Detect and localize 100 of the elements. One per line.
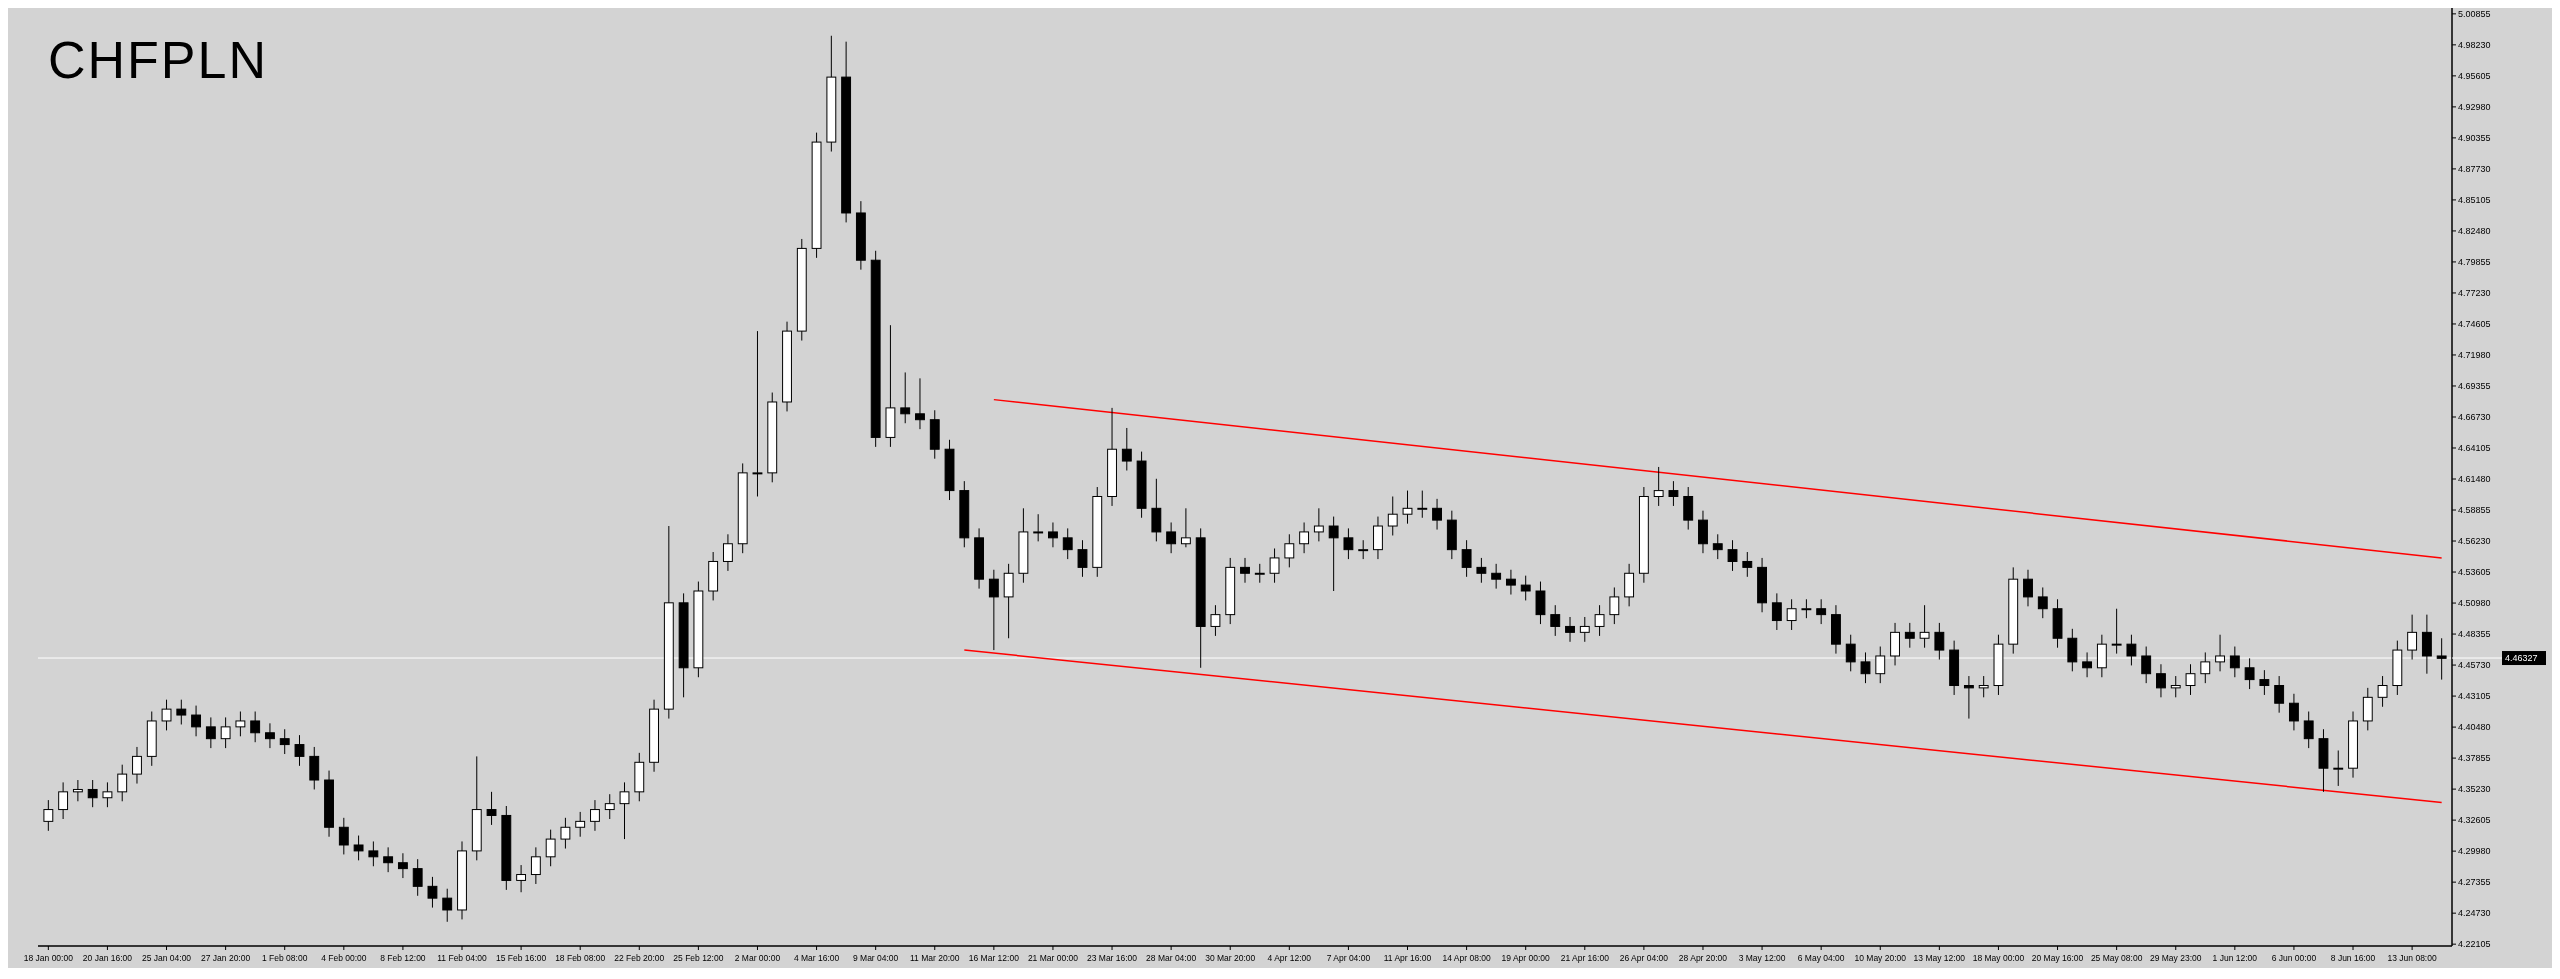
y-tick-label: 5.00855 (2458, 9, 2491, 19)
candlestick (752, 330, 763, 497)
candlestick (1742, 551, 1753, 578)
candlestick (1934, 622, 1945, 661)
y-tick-label: 4.24730 (2458, 908, 2491, 919)
x-tick-label: 25 Feb 12:00 (673, 953, 724, 963)
candlestick (619, 781, 630, 840)
candlestick (309, 746, 320, 790)
candlestick (1062, 527, 1073, 560)
candlestick (2436, 637, 2447, 681)
candlestick (2067, 628, 2078, 672)
x-tick-label: 10 May 20:00 (1854, 953, 1907, 963)
candlestick (1860, 651, 1871, 684)
candlestick (1505, 569, 1516, 596)
candlestick (560, 817, 571, 850)
candlestick (1520, 575, 1531, 601)
candlestick (294, 734, 305, 767)
x-tick-label: 21 Mar 00:00 (1027, 953, 1079, 963)
candlestick (1712, 533, 1723, 560)
candlestick (1417, 490, 1428, 519)
candlestick (1727, 539, 1738, 572)
candlestick (1269, 547, 1280, 584)
candlestick (590, 799, 600, 832)
candlestick (1313, 507, 1324, 542)
x-tick-label: 20 May 16:00 (2031, 953, 2084, 963)
y-tick-label: 4.37855 (2458, 753, 2491, 764)
ref-line-label: 4.46327 (2505, 653, 2538, 664)
candlestick (1240, 557, 1250, 584)
x-tick-label: 18 May 00:00 (1972, 953, 2025, 963)
y-tick-label: 4.74605 (2458, 319, 2491, 330)
candlestick (442, 888, 453, 923)
x-tick-label: 13 Jun 08:00 (2387, 953, 2437, 963)
candlestick (2362, 687, 2373, 731)
x-tick-label: 18 Feb 08:00 (555, 953, 606, 963)
y-tick-label: 4.29980 (2458, 846, 2491, 857)
candlestick (545, 829, 556, 867)
candlestick (1166, 521, 1177, 554)
candlestick (383, 846, 394, 873)
x-tick-label: 29 May 23:00 (2149, 953, 2202, 963)
y-tick-label: 4.66730 (2458, 412, 2491, 423)
y-tick-label: 4.95605 (2458, 71, 2491, 82)
candlestick (900, 371, 911, 424)
candlestick (2023, 569, 2033, 607)
candlestick (1003, 563, 1014, 639)
candlestick (530, 846, 541, 885)
candlestick (1121, 427, 1132, 471)
x-tick-label: 19 Apr 00:00 (1501, 953, 1551, 963)
y-tick-label: 4.79855 (2458, 257, 2491, 268)
y-tick-label: 4.82480 (2458, 226, 2491, 237)
candlestick (102, 781, 113, 808)
candlestick (2229, 646, 2240, 678)
candlestick (1491, 563, 1502, 590)
y-tick-label: 4.45730 (2458, 660, 2491, 671)
candlestick (1624, 563, 1635, 607)
candlestick (1904, 622, 1915, 649)
y-tick-label: 4.87730 (2458, 164, 2491, 175)
y-tick-label: 4.71980 (2458, 350, 2491, 361)
text: CHFPLN (48, 31, 269, 89)
x-tick-label: 28 Mar 04:00 (1146, 953, 1197, 963)
candlestick (2259, 669, 2270, 696)
x-tick-label: 27 Jan 20:00 (201, 953, 251, 963)
candlestick (353, 835, 364, 861)
x-tick-label: 4 Apr 12:00 (1267, 953, 1312, 963)
candlestick (1180, 507, 1191, 548)
x-tick-label: 4 Mar 16:00 (793, 953, 840, 963)
y-tick-label: 4.85105 (2458, 195, 2491, 206)
candlestick (191, 705, 202, 737)
candlestick (132, 746, 142, 785)
candlestick (1845, 634, 1856, 672)
x-tick-label: 14 Apr 08:00 (1442, 953, 1491, 963)
candlestick (2111, 608, 2122, 655)
candlestick (2037, 586, 2048, 619)
candlestick (1358, 539, 1369, 560)
x-tick-label: 28 Apr 20:00 (1678, 953, 1728, 963)
candlestick (1387, 495, 1398, 536)
y-tick-label: 4.35230 (2458, 784, 2491, 795)
x-tick-label: 9 Mar 04:00 (852, 953, 899, 963)
y-tick-label: 4.40480 (2458, 722, 2491, 733)
candlestick (1653, 466, 1664, 507)
x-tick-label: 13 May 12:00 (1913, 953, 1966, 963)
x-tick-label: 25 Jan 04:00 (141, 953, 192, 963)
candlestick (2126, 634, 2137, 666)
candlestick (117, 764, 128, 802)
y-tick-label: 4.64105 (2458, 443, 2491, 454)
x-tick-label: 7 Apr 04:00 (1326, 953, 1371, 963)
x-tick-label: 16 Mar 12:00 (968, 953, 1020, 963)
candlestick (486, 791, 497, 826)
candlestick (1801, 598, 1812, 619)
candlestick (915, 377, 925, 430)
candlestick (58, 781, 69, 820)
candlestick (1565, 616, 1575, 643)
candlestick (1077, 539, 1088, 578)
candlestick (1978, 675, 1989, 698)
x-tick-label: 4 Feb 00:00 (321, 953, 367, 963)
candlestick (2082, 651, 2093, 678)
candlestick (397, 852, 408, 879)
x-tick-label: 30 Mar 20:00 (1205, 953, 1256, 963)
candlestick (220, 716, 231, 749)
candlestick (176, 699, 187, 725)
candlestick (1550, 604, 1561, 637)
